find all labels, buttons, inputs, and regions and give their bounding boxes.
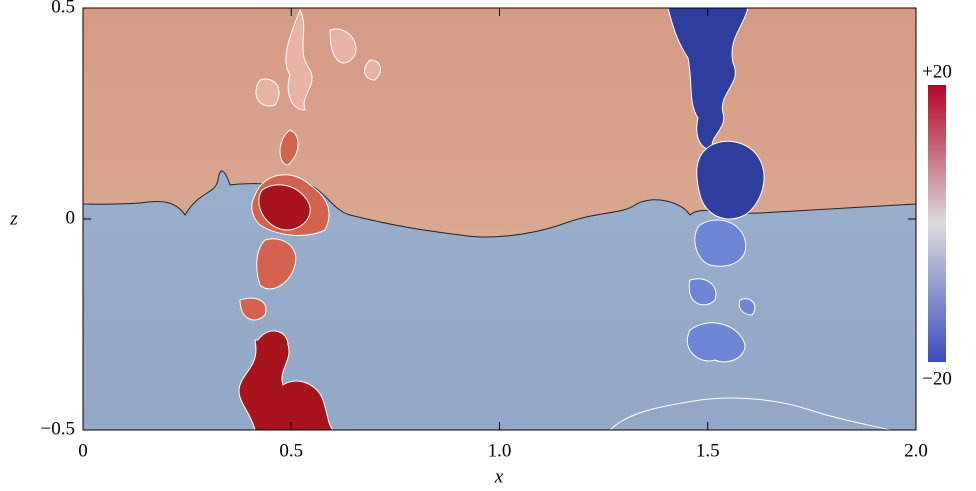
sinking-plume-mid: [687, 219, 756, 363]
y-axis-label: z: [9, 208, 18, 229]
x-tick-label: 2.0: [904, 440, 928, 461]
y-tick-label: 0.5: [51, 0, 75, 17]
colorbar-label: −20: [922, 368, 952, 389]
colorbar-label: +20: [922, 61, 952, 82]
x-tick-label: 0: [78, 440, 88, 461]
x-tick-label: 1.0: [488, 440, 512, 461]
contour: [609, 397, 891, 430]
x-tick-label: 1.5: [696, 440, 720, 461]
y-tick-label: −0.5: [41, 418, 75, 439]
colorbar: [928, 85, 946, 362]
y-tick-label: 0: [66, 207, 76, 228]
rising-plume-faint: [255, 8, 381, 111]
x-tick-label: 0.5: [279, 440, 303, 461]
sinking-plume-core: [667, 8, 765, 220]
field: [83, 8, 916, 430]
rising-plume-core: [238, 184, 334, 430]
x-axis-label: x: [494, 466, 504, 487]
